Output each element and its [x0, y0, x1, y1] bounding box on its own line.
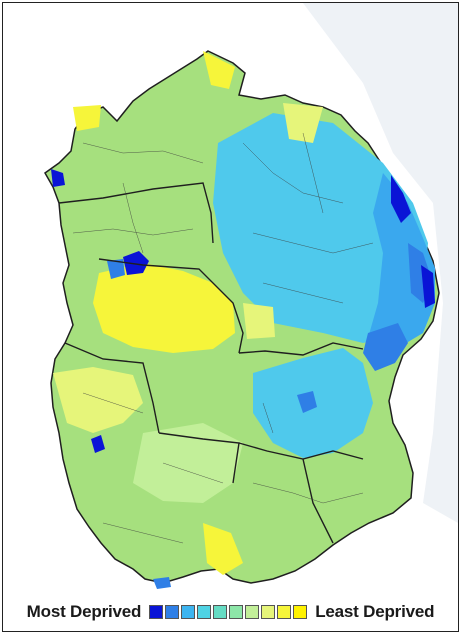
legend-swatch-6 [229, 605, 244, 619]
sea-background [303, 3, 458, 523]
central-yellow [93, 263, 235, 353]
boundary-south-kesteven [158, 432, 240, 484]
coast-deprived-1 [391, 175, 411, 223]
south-yellow [203, 523, 243, 575]
legend-swatch-4 [197, 605, 212, 619]
northwest-deprived [51, 169, 65, 187]
mid-pale-yellow [243, 303, 275, 339]
boundary-lincoln [98, 258, 244, 354]
south-pale [133, 423, 243, 503]
northwest-yellow [73, 105, 101, 131]
boundary-west-lindsey [58, 182, 214, 244]
coast-deprived-3 [421, 265, 435, 308]
lsoa-boundaries [72, 132, 374, 544]
grantham-deprived [91, 435, 105, 453]
northeast-yellow [283, 103, 323, 143]
legend-swatch-2 [165, 605, 180, 619]
legend-swatch-5 [213, 605, 228, 619]
eastern-blue-area [213, 113, 428, 343]
lincoln-deprived [123, 251, 149, 275]
stamford-deprived [153, 577, 171, 589]
coast-deprived-4 [363, 323, 408, 371]
legend-swatch-1 [149, 605, 164, 619]
boston-deprived [297, 391, 317, 413]
legend-swatches [149, 605, 308, 619]
west-yellow [53, 367, 143, 433]
deprivation-map [44, 3, 458, 589]
map-frame: Most Deprived Least Deprived [2, 2, 459, 632]
boundary-east-lindsey [238, 342, 364, 356]
boundary-north-kesteven [64, 342, 160, 434]
boundary-south-holland [302, 458, 334, 544]
legend-least-deprived-label: Least Deprived [315, 602, 435, 621]
district-boundaries [58, 182, 364, 544]
legend-swatch-7 [245, 605, 260, 619]
shading-patches [51, 51, 435, 589]
legend: Most Deprived Least Deprived [3, 599, 458, 625]
east-coast-band [368, 173, 435, 348]
legend-swatch-8 [261, 605, 276, 619]
legend-most-deprived-label: Most Deprived [26, 602, 142, 621]
legend-swatch-9 [277, 605, 292, 619]
legend-swatch-3 [181, 605, 196, 619]
lincoln-urban [107, 259, 125, 279]
north-yellow [203, 51, 235, 89]
legend-swatch-10 [293, 605, 308, 619]
